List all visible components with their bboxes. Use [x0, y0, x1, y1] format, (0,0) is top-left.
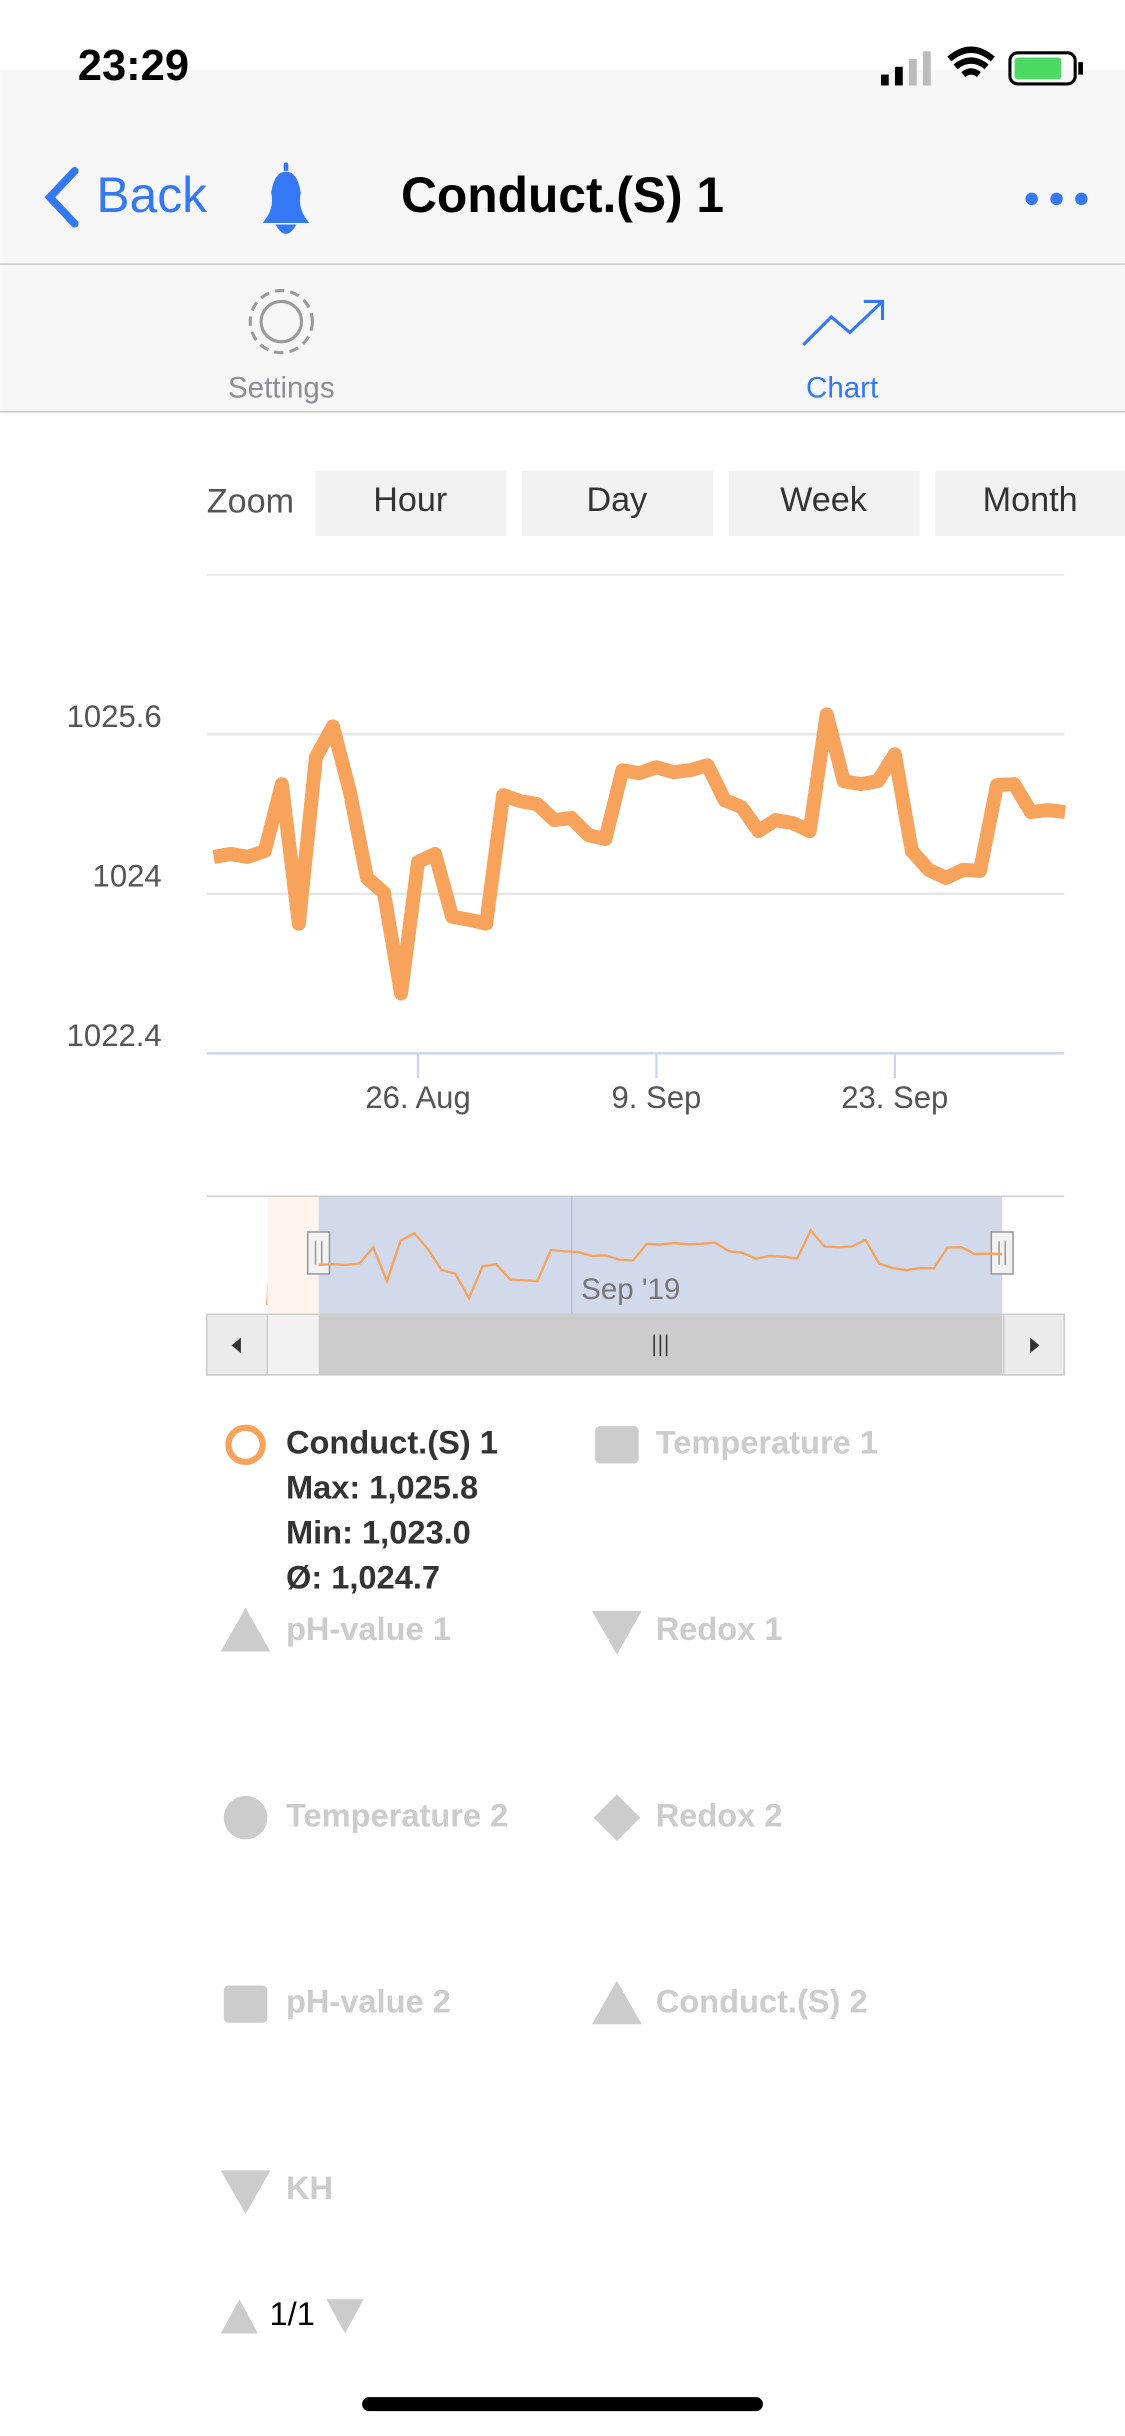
legend-icon — [223, 1985, 268, 2023]
legend-label[interactable]: Temperature 2 — [286, 1796, 508, 1833]
back-label[interactable]: Back — [96, 167, 207, 223]
tab-label[interactable]: Settings — [228, 372, 335, 405]
zoom-option[interactable]: Day — [587, 481, 649, 519]
navigator-handle[interactable] — [306, 1231, 331, 1275]
legend-stat: Max: 1,025.8 — [286, 1468, 478, 1505]
legend-label[interactable]: Conduct.(S) 2 — [656, 1983, 868, 2020]
legend-label[interactable]: Redox 2 — [656, 1796, 783, 1833]
navigator-label: Sep '19 — [581, 1273, 680, 1306]
status-icons — [880, 46, 1083, 86]
legend-icon — [220, 2170, 271, 2214]
x-tick-label: 9. Sep — [612, 1080, 702, 1115]
y-tick-label: 1022.4 — [67, 1018, 162, 1053]
legend-icon — [592, 1611, 642, 1655]
y-tick-label: 1024 — [93, 858, 162, 893]
page-up[interactable] — [220, 2299, 258, 2334]
page-indicator: 1/1 — [270, 2295, 315, 2332]
back-button[interactable]: Back — [44, 167, 207, 228]
x-tick-label: 26. Aug — [365, 1080, 470, 1115]
legend-icon — [592, 1980, 642, 2025]
data-line — [212, 707, 1066, 1001]
bell-icon[interactable] — [262, 162, 310, 234]
legend-label[interactable]: Temperature 1 — [656, 1423, 878, 1460]
legend-label[interactable]: pH-value 1 — [286, 1610, 451, 1647]
header-background — [0, 69, 1125, 412]
tab-label[interactable]: Chart — [806, 372, 878, 405]
legend-stat: Ø: 1,024.7 — [286, 1559, 440, 1596]
x-tick-label: 23. Sep — [841, 1080, 948, 1115]
zoom-option[interactable]: Week — [780, 481, 868, 519]
legend-label[interactable]: KH — [286, 2169, 333, 2206]
arrow — [1030, 1337, 1040, 1354]
zoom-option[interactable]: Hour — [373, 481, 447, 519]
zoom-button[interactable] — [522, 470, 714, 536]
legend-label[interactable]: Redox 1 — [656, 1610, 783, 1647]
legend-icon — [220, 1607, 271, 1652]
scrollbar-grip — [653, 1334, 668, 1357]
zoom-button[interactable] — [728, 470, 920, 536]
more-button[interactable] — [1025, 192, 1088, 206]
zoom-button[interactable] — [315, 470, 507, 536]
legend-label[interactable]: Conduct.(S) 1 — [286, 1423, 498, 1460]
zoom-option[interactable]: Month — [983, 481, 1078, 519]
legend-icon — [593, 1794, 641, 1841]
page-down[interactable] — [326, 2299, 364, 2334]
legend-icon — [223, 1795, 268, 1840]
nav-title: Conduct.(S) 1 — [401, 167, 724, 223]
navigator-line — [318, 1228, 1003, 1301]
zoom-button[interactable] — [935, 470, 1125, 536]
legend-stat: Min: 1,023.0 — [286, 1514, 471, 1551]
zoom-label: Zoom — [207, 482, 294, 520]
legend-icon — [225, 1424, 266, 1466]
y-tick-label: 1025.6 — [67, 699, 162, 734]
chart-icon[interactable] — [802, 299, 885, 346]
legend-icon — [595, 1426, 639, 1464]
legend-label[interactable]: pH-value 2 — [286, 1983, 451, 2020]
home-indicator — [362, 2397, 763, 2412]
arrow — [231, 1337, 241, 1354]
status-time: 23:29 — [78, 42, 189, 90]
settings-icon[interactable] — [248, 288, 314, 355]
